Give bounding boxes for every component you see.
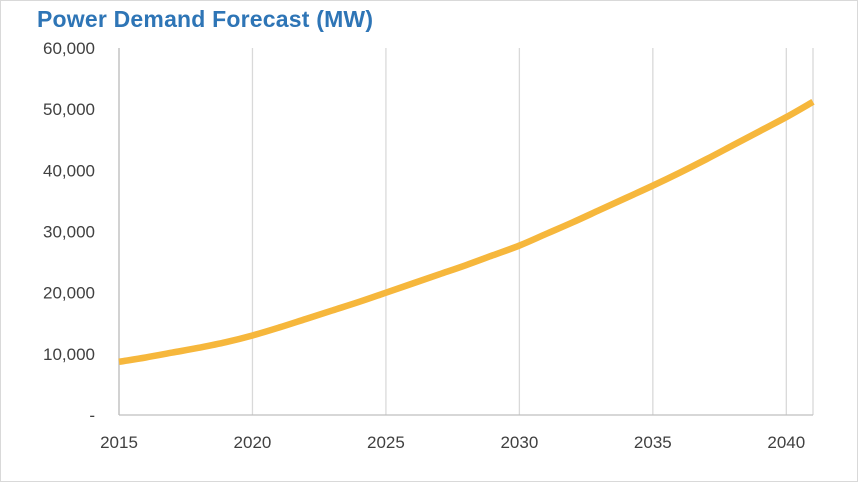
grid-lines	[118, 48, 814, 415]
x-tick-label-2030: 2030	[500, 433, 538, 452]
y-tick-label-5: 50,000	[43, 100, 95, 119]
axes	[118, 48, 813, 416]
x-tick-label-2020: 2020	[234, 433, 272, 452]
y-tick-label-6: 60,000	[43, 39, 95, 58]
chart-title: Power Demand Forecast (MW)	[37, 6, 374, 32]
series-layer	[118, 99, 815, 365]
series-line-0	[118, 99, 815, 365]
tick-labels: 2015 2020 2025 2030 2035 2040 - 10,000 20,000 30,…	[43, 39, 805, 452]
y-tick-label-4: 40,000	[43, 161, 95, 180]
y-tick-label-0: -	[89, 406, 95, 425]
x-tick-label-2025: 2025	[367, 433, 405, 452]
y-tick-label-2: 20,000	[43, 284, 95, 303]
y-tick-label-1: 10,000	[43, 345, 95, 364]
x-tick-label-2040: 2040	[767, 433, 805, 452]
x-tick-label-2015: 2015	[100, 433, 138, 452]
y-tick-label-3: 30,000	[43, 223, 95, 242]
x-tick-label-2035: 2035	[634, 433, 672, 452]
